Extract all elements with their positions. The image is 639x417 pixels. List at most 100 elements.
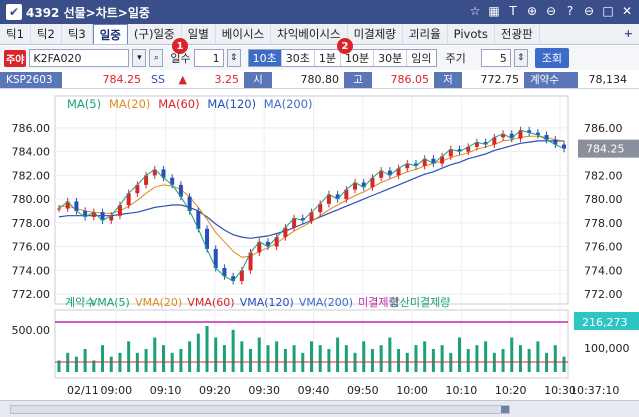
days-input[interactable]: 1 xyxy=(193,49,224,67)
candle-body xyxy=(405,163,410,169)
volume-bar xyxy=(127,341,131,372)
open-label: 시 xyxy=(243,71,272,88)
y-tick-right: 786.00 xyxy=(584,122,623,135)
star-icon[interactable]: ☆ xyxy=(469,4,481,18)
period-label: 주기 xyxy=(445,52,466,65)
interval-1m[interactable]: 1분 xyxy=(315,50,342,66)
minimize-icon[interactable]: ⊖ xyxy=(583,4,595,18)
candle-body xyxy=(152,169,157,176)
volume-bar xyxy=(362,341,366,372)
volume-legend-item: VMA(60) xyxy=(187,296,234,309)
price-panel-frame xyxy=(54,95,569,305)
interval-custom[interactable]: 임의 xyxy=(411,52,432,65)
scroll-track[interactable] xyxy=(10,405,510,414)
text-icon[interactable]: T xyxy=(509,4,517,18)
up-arrow-icon: ▲ xyxy=(178,73,187,86)
price-chart[interactable]: 786.00 784.00 782.00 780.00 778.00 776.00 774.… xyxy=(0,90,639,400)
code-input[interactable]: K2FA020 xyxy=(29,49,130,67)
interval-30s[interactable]: 30초 xyxy=(282,50,315,66)
candle-body xyxy=(239,270,244,282)
tab-tick3[interactable]: 틱3 xyxy=(62,24,93,44)
volume-bar xyxy=(344,345,348,372)
candle-body xyxy=(161,169,166,178)
volume-bar xyxy=(518,345,522,372)
ss-label: SS xyxy=(151,73,165,86)
volume-bar xyxy=(101,345,105,372)
volume-bar xyxy=(179,349,183,372)
chart-scrollbar[interactable] xyxy=(0,400,639,417)
volume-bar xyxy=(370,349,374,372)
tab-intraday[interactable]: 일중 xyxy=(92,24,128,44)
candle-body xyxy=(187,196,192,211)
volume-legend-item: 합산미결제량 xyxy=(390,296,451,309)
volume-bar xyxy=(466,349,470,372)
tab-basis[interactable]: 베이시스 xyxy=(216,24,272,44)
volume-bar xyxy=(423,341,427,372)
candle-body xyxy=(91,212,96,217)
grid-icon[interactable]: ▦ xyxy=(488,4,500,18)
x-tick: 10:00 xyxy=(396,384,428,397)
volume-bar xyxy=(527,349,531,372)
candle-body xyxy=(170,177,175,185)
interval-selector: 10초 30초 1분 10분 30분 임의 xyxy=(247,49,437,67)
volume-bar xyxy=(484,341,488,372)
volume-bar xyxy=(397,349,401,372)
volume-current-tag xyxy=(574,312,639,330)
remove-icon[interactable]: ⊖ xyxy=(545,4,557,18)
tab-old-intraday[interactable]: (구)일중 xyxy=(128,24,182,44)
day-night-badge[interactable]: 주야 xyxy=(4,49,27,67)
volume-bar xyxy=(414,345,418,372)
y-tick-left: 772.00 xyxy=(12,288,51,301)
maximize-icon[interactable]: □ xyxy=(602,4,614,18)
candle-body xyxy=(413,163,418,166)
chart-area[interactable]: 786.00 784.00 782.00 780.00 778.00 776.00 774.… xyxy=(0,90,639,400)
check-icon[interactable]: ✔ xyxy=(6,4,22,20)
days-stepper[interactable]: ⇕ xyxy=(226,49,241,67)
interval-30m[interactable]: 30분 xyxy=(374,50,408,66)
candle-body xyxy=(178,184,183,197)
x-tick: 09:20 xyxy=(199,384,231,397)
y-tick-right: 780.00 xyxy=(584,193,623,206)
candle-body xyxy=(492,137,497,145)
tab-tick1[interactable]: 틱1 xyxy=(0,24,31,44)
volume-bar xyxy=(562,356,566,372)
price-change: 3.25 xyxy=(214,73,239,86)
tab-pivots[interactable]: Pivots xyxy=(448,24,495,44)
interval-10m[interactable]: 10분 xyxy=(341,50,375,66)
candle-body xyxy=(544,134,549,140)
candle-body xyxy=(344,189,349,200)
period-stepper[interactable]: ⇕ xyxy=(513,49,528,67)
candle-body xyxy=(126,193,131,206)
tab-disparity[interactable]: 괴리율 xyxy=(403,24,448,44)
candle-body xyxy=(440,156,445,164)
candle-body xyxy=(562,144,566,149)
code-dropdown-icon[interactable]: ▾ xyxy=(132,49,147,67)
scroll-thumb[interactable] xyxy=(501,406,509,413)
interval-10s[interactable]: 10초 xyxy=(248,50,282,66)
add-tab-icon[interactable]: + xyxy=(623,27,633,40)
query-button[interactable]: 조회 xyxy=(534,48,570,68)
volume-bar xyxy=(440,345,444,372)
volume-bar xyxy=(196,333,200,372)
contracts-label: 계약수 xyxy=(523,71,578,88)
add-icon[interactable]: ⊕ xyxy=(526,4,538,18)
candle-body xyxy=(501,133,506,138)
tab-board[interactable]: 전광판 xyxy=(495,24,540,44)
current-price-label: 784.25 xyxy=(586,143,625,156)
volume-bar xyxy=(222,345,226,372)
code-search-icon[interactable]: ⌕ xyxy=(149,49,164,67)
tab-arbitrage-basis[interactable]: 차익베이시스 xyxy=(271,24,348,44)
tab-tick2[interactable]: 틱2 xyxy=(31,24,62,44)
symbol-label: KSP2603 xyxy=(0,71,62,88)
period-input[interactable]: 5 xyxy=(480,49,511,67)
close-icon[interactable]: ✕ xyxy=(621,4,633,18)
candle-body xyxy=(527,130,532,133)
volume-bar xyxy=(510,337,514,372)
volume-bar xyxy=(336,337,340,372)
tab-daily[interactable]: 일별 xyxy=(182,24,216,44)
volume-legend-item: VMA(200) xyxy=(299,296,353,309)
current-price: 784.25 xyxy=(102,73,142,86)
candle-body xyxy=(457,149,462,152)
help-icon[interactable]: ? xyxy=(566,4,574,18)
tab-open-interest[interactable]: 미결제량 xyxy=(348,24,403,44)
